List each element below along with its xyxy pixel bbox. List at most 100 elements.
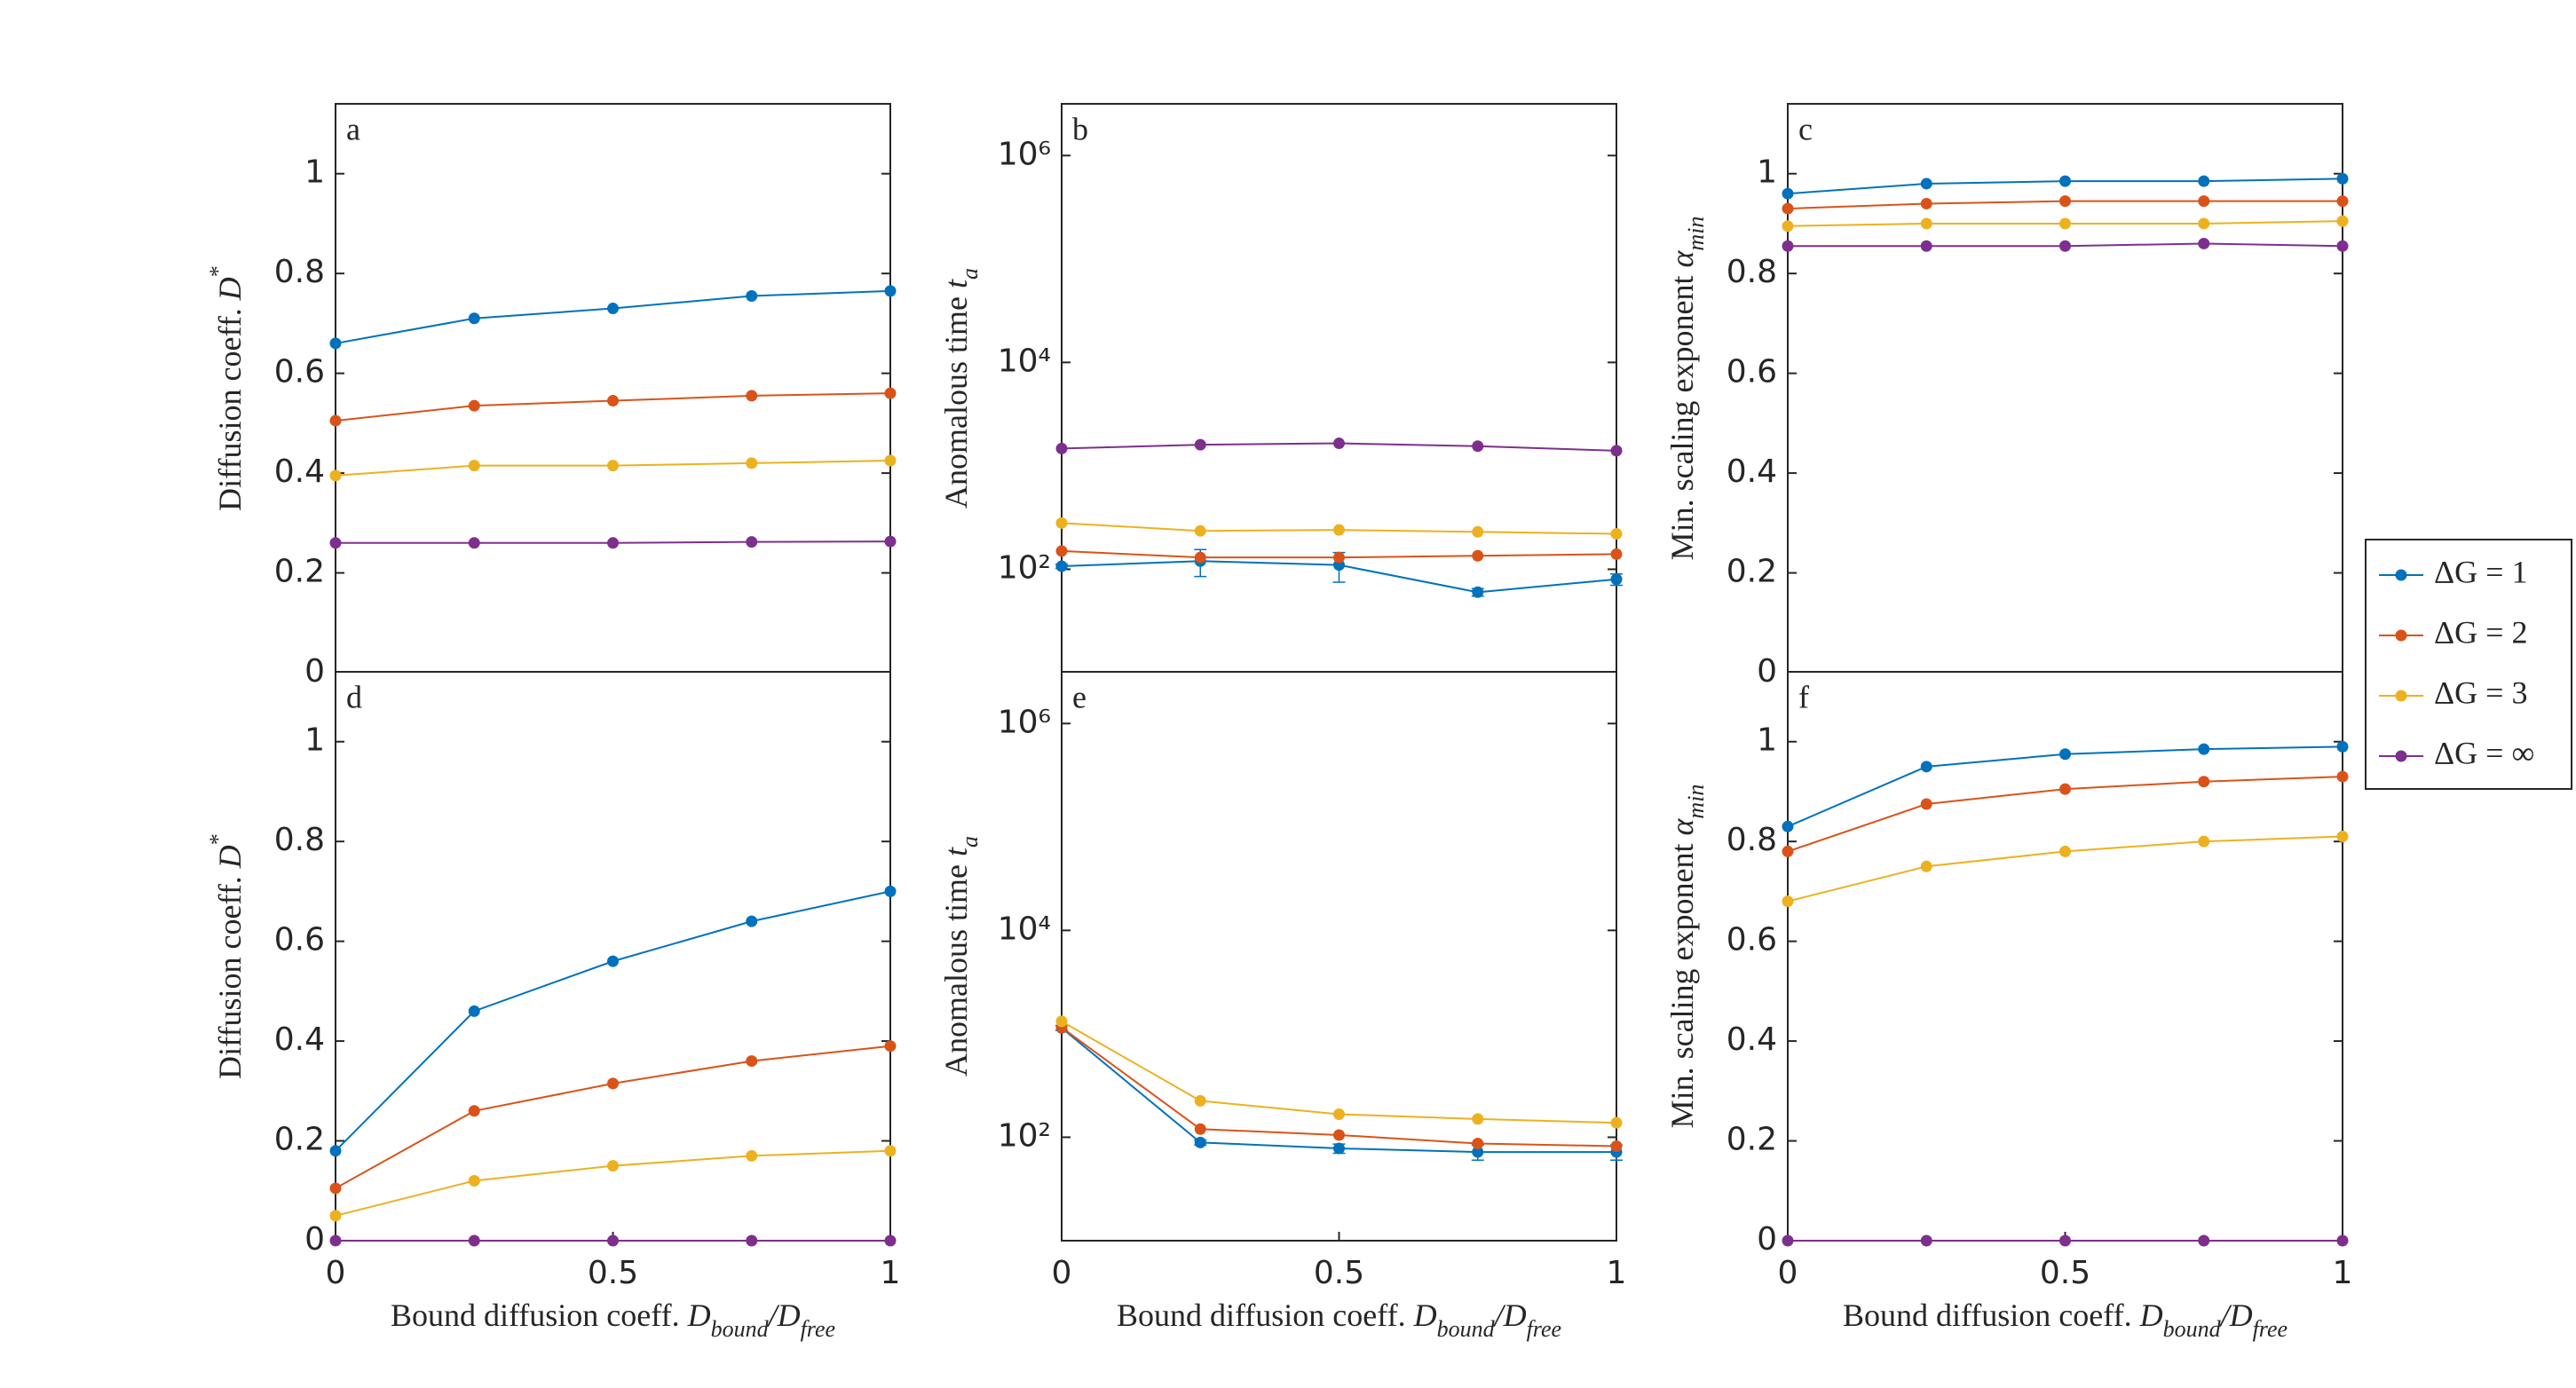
label-part: * [205, 265, 231, 277]
marker [1472, 1138, 1484, 1150]
marker [884, 387, 897, 399]
panel-label: a [346, 111, 360, 146]
y-tick-label: 0.6 [274, 354, 325, 390]
y-tick-label: 10² [998, 549, 1051, 586]
label-part: t [938, 847, 974, 856]
marker [468, 460, 480, 472]
legend-marker [2395, 569, 2407, 581]
label-part: free [1527, 1316, 1561, 1342]
label-part: Min. scaling exponent [1664, 835, 1700, 1128]
marker [1782, 187, 1794, 200]
marker [607, 537, 619, 549]
marker [746, 390, 758, 402]
legend-label: ΔG = 1 [2434, 554, 2527, 589]
marker [884, 535, 897, 548]
panel-label: e [1072, 679, 1087, 714]
plot-area [1787, 671, 2343, 1242]
label-part: D [212, 845, 248, 869]
marker [2336, 240, 2349, 252]
marker [607, 303, 619, 315]
marker [1472, 549, 1484, 562]
marker [884, 1234, 897, 1247]
label-part: α [1664, 817, 1700, 835]
plot-area [335, 103, 891, 674]
legend-marker [2395, 629, 2407, 642]
marker [607, 1234, 619, 1247]
marker [1920, 177, 1932, 190]
y-axis-label: Min. scaling exponent αmin [1664, 217, 1709, 561]
panel-label: d [346, 679, 362, 714]
marker [2336, 195, 2349, 208]
marker [1920, 197, 1932, 209]
x-tick-label: 1 [2333, 1255, 2353, 1291]
marker [468, 1005, 480, 1017]
marker [2198, 175, 2210, 187]
marker [2059, 195, 2071, 208]
y-tick-label: 0 [1757, 1221, 1777, 1258]
label-part: Diffusion coeff. [212, 300, 248, 511]
plot-area [1061, 671, 1617, 1242]
y-tick-label: 0.8 [274, 254, 325, 290]
marker [2336, 1234, 2349, 1247]
y-tick-label: 10² [998, 1117, 1051, 1154]
marker [2059, 748, 2071, 761]
marker [1055, 545, 1068, 557]
y-tick-label: 10⁶ [998, 136, 1051, 172]
y-tick-label: 0.2 [1727, 1122, 1777, 1158]
x-tick-label: 0.5 [1314, 1255, 1364, 1291]
marker [329, 1234, 342, 1247]
marker [884, 1145, 897, 1157]
x-tick-label: 0 [326, 1255, 346, 1291]
label-part: * [205, 833, 231, 845]
label-part: free [2253, 1316, 2288, 1342]
label-part: bound [2163, 1316, 2222, 1342]
y-axis-label: Anomalous time ta [938, 268, 983, 509]
marker [2059, 845, 2071, 857]
label-part: t [938, 279, 974, 288]
marker [1610, 1140, 1623, 1152]
marker [2198, 195, 2210, 208]
label-part: α [1664, 249, 1700, 267]
label-part: bound [711, 1316, 770, 1342]
plot-area [1787, 103, 2343, 674]
label-part: /D [1493, 1297, 1527, 1333]
marker [1194, 1136, 1206, 1148]
x-axis-label: Bound diffusion coeff. Dbound/Dfree [391, 1297, 835, 1342]
marker [607, 460, 619, 472]
y-tick-label: 0.8 [1727, 822, 1777, 858]
label-part: Min. scaling exponent [1664, 267, 1700, 560]
marker [1920, 761, 1932, 773]
y-tick-label: 0.4 [1727, 1021, 1777, 1058]
y-tick-label: 0.6 [1727, 922, 1777, 958]
marker [1920, 1234, 1932, 1247]
label-part: /D [767, 1297, 801, 1333]
marker [1472, 525, 1484, 538]
marker [2336, 215, 2349, 227]
legend-marker [2395, 750, 2407, 762]
marker [607, 395, 619, 407]
marker [2336, 740, 2349, 753]
marker [468, 1234, 480, 1247]
marker [1472, 440, 1484, 453]
panel-label: b [1072, 111, 1088, 146]
marker [2198, 743, 2210, 755]
legend-box [2365, 539, 2572, 790]
marker [746, 457, 758, 469]
marker [2059, 1234, 2071, 1247]
label-part: Anomalous time [938, 856, 974, 1076]
label-part: Bound diffusion coeff. [1843, 1297, 2140, 1333]
marker [329, 537, 342, 549]
legend-label: ΔG = ∞ [2434, 735, 2534, 770]
y-tick-label: 0.8 [1727, 254, 1777, 290]
label-part: D [2139, 1297, 2163, 1333]
marker [884, 285, 897, 297]
label-part: bound [1437, 1316, 1496, 1342]
marker [1782, 895, 1794, 908]
label-part: Bound diffusion coeff. [1117, 1297, 1414, 1333]
y-tick-label: 0.2 [274, 554, 325, 590]
marker [746, 1234, 758, 1247]
marker [1782, 202, 1794, 215]
panel-label: f [1798, 679, 1809, 714]
marker [1782, 240, 1794, 252]
x-tick-label: 0 [1052, 1255, 1072, 1291]
